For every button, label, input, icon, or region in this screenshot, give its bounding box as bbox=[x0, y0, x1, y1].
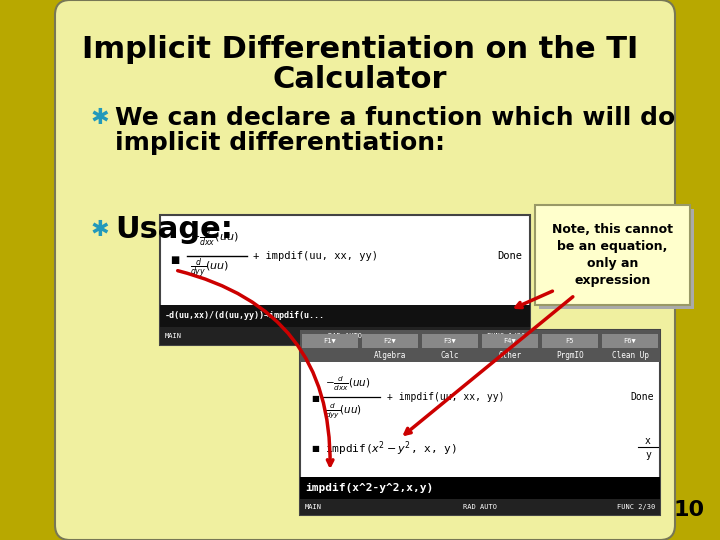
Text: F6▼: F6▼ bbox=[624, 338, 636, 344]
Text: ■: ■ bbox=[311, 444, 319, 453]
Text: impdif(x^2-y^2,x,y): impdif(x^2-y^2,x,y) bbox=[305, 483, 433, 493]
Text: ✱: ✱ bbox=[91, 220, 109, 240]
FancyBboxPatch shape bbox=[0, 0, 90, 540]
Text: Calculator: Calculator bbox=[273, 65, 447, 94]
Text: Calc: Calc bbox=[441, 350, 459, 360]
Text: x: x bbox=[645, 436, 651, 446]
Text: PrgmIO: PrgmIO bbox=[556, 350, 584, 360]
Text: RAD AUTO: RAD AUTO bbox=[328, 333, 362, 339]
Bar bbox=[160, 305, 530, 327]
Text: Usage:: Usage: bbox=[115, 215, 233, 245]
Bar bbox=[482, 334, 538, 348]
Bar bbox=[300, 330, 660, 515]
Text: MAIN: MAIN bbox=[165, 333, 182, 339]
Text: FUNC 2/30: FUNC 2/30 bbox=[617, 504, 655, 510]
Text: F3▼: F3▼ bbox=[444, 338, 456, 344]
Text: $\frac{d}{dyy}(uu)$: $\frac{d}{dyy}(uu)$ bbox=[325, 402, 362, 421]
Text: Algebra: Algebra bbox=[374, 350, 406, 360]
Text: MAIN: MAIN bbox=[305, 504, 322, 510]
FancyBboxPatch shape bbox=[55, 0, 675, 540]
Text: y: y bbox=[645, 450, 651, 460]
Bar bbox=[300, 330, 660, 362]
Text: Done: Done bbox=[631, 392, 654, 402]
Bar bbox=[160, 327, 530, 345]
Bar bbox=[422, 334, 478, 348]
Text: FUNC 1/30: FUNC 1/30 bbox=[487, 333, 525, 339]
Text: Other: Other bbox=[498, 350, 521, 360]
Text: Implicit Differentiation on the TI: Implicit Differentiation on the TI bbox=[82, 36, 638, 64]
Bar bbox=[602, 334, 658, 348]
Text: ■: ■ bbox=[311, 394, 319, 403]
Bar bbox=[160, 215, 530, 345]
Text: Clean Up: Clean Up bbox=[611, 350, 649, 360]
Text: implicit differentiation:: implicit differentiation: bbox=[115, 131, 445, 155]
FancyBboxPatch shape bbox=[630, 0, 720, 540]
Text: + impdif(uu, xx, yy): + impdif(uu, xx, yy) bbox=[253, 251, 378, 261]
Text: ✱: ✱ bbox=[91, 108, 109, 128]
Text: $-\frac{d}{dxx}(uu)$: $-\frac{d}{dxx}(uu)$ bbox=[325, 375, 371, 393]
Text: -d(uu,xx)/(d(uu,yy))→impdif(u...: -d(uu,xx)/(d(uu,yy))→impdif(u... bbox=[165, 312, 325, 321]
Text: $\frac{d}{dyy}(uu)$: $\frac{d}{dyy}(uu)$ bbox=[190, 257, 230, 281]
Text: F4▼: F4▼ bbox=[503, 338, 516, 344]
Text: F2▼: F2▼ bbox=[384, 338, 397, 344]
Bar bbox=[539, 209, 694, 309]
Text: + impdif(uu, xx, yy): + impdif(uu, xx, yy) bbox=[387, 392, 505, 402]
Text: Note, this cannot
be an equation,
only an
expression: Note, this cannot be an equation, only a… bbox=[552, 223, 673, 287]
Text: 10: 10 bbox=[674, 500, 705, 520]
Bar bbox=[300, 477, 660, 499]
Text: We can declare a function which will do: We can declare a function which will do bbox=[115, 106, 675, 130]
Text: F1▼: F1▼ bbox=[323, 338, 336, 344]
Text: Done: Done bbox=[497, 251, 522, 261]
Bar bbox=[535, 205, 690, 305]
Text: $-\frac{d}{dxx}(uu)$: $-\frac{d}{dxx}(uu)$ bbox=[190, 227, 239, 249]
Bar bbox=[542, 334, 598, 348]
Text: F5: F5 bbox=[566, 338, 575, 344]
Text: RAD AUTO: RAD AUTO bbox=[463, 504, 497, 510]
Bar bbox=[300, 499, 660, 515]
Bar bbox=[362, 334, 418, 348]
Text: impdif($x^2 - y^2$, x, y): impdif($x^2 - y^2$, x, y) bbox=[325, 439, 456, 457]
Bar bbox=[302, 334, 358, 348]
Text: ■: ■ bbox=[171, 255, 179, 265]
